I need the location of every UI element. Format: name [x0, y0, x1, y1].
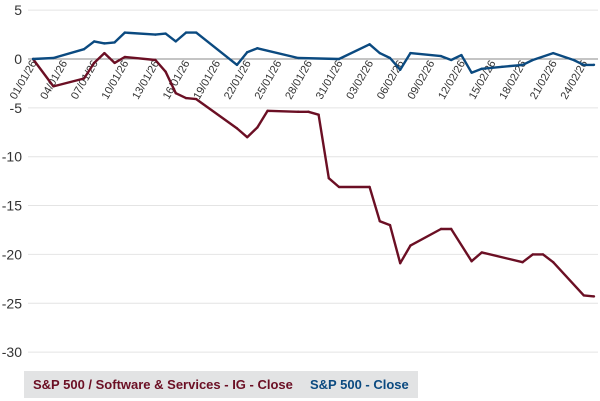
data-point [123, 31, 127, 34]
data-point [439, 54, 443, 58]
data-point [409, 244, 412, 247]
y-tick-label: -20 [2, 246, 22, 262]
data-point [317, 113, 320, 116]
x-tick-label: 19/01/26 [191, 59, 223, 102]
data-point [174, 40, 177, 43]
x-tick-label: 31/01/26 [314, 59, 346, 102]
y-tick-label: -30 [2, 344, 22, 360]
data-point [470, 260, 473, 263]
legend-item-software-services[interactable]: S&P 500 / Software & Services - IG - Clo… [33, 377, 293, 392]
data-point [154, 33, 157, 36]
data-point [93, 40, 96, 43]
data-point [592, 63, 596, 67]
data-point [439, 227, 443, 231]
data-point [82, 48, 86, 51]
data-point [460, 53, 463, 57]
data-point [307, 110, 310, 113]
data-point [501, 65, 504, 69]
data-point [82, 77, 86, 80]
data-point [399, 261, 402, 265]
data-point [184, 96, 188, 100]
x-tick-label: 16/01/26 [161, 59, 193, 102]
x-tick-label: 13/01/26 [130, 59, 162, 102]
y-tick-label: 5 [14, 2, 22, 18]
y-tick-label: -10 [2, 149, 22, 165]
series-line-software-services [32, 51, 595, 298]
data-point [103, 51, 106, 55]
data-point [154, 58, 157, 62]
data-point [246, 50, 249, 54]
data-point [52, 85, 55, 88]
x-tick-label: 12/02/26 [436, 59, 468, 102]
data-point [174, 91, 177, 95]
x-tick-label: 09/02/26 [406, 59, 438, 102]
data-point [337, 57, 341, 61]
data-point [246, 135, 249, 139]
data-point [337, 185, 341, 189]
data-point [103, 42, 106, 45]
data-point [552, 261, 555, 264]
data-point [409, 51, 412, 55]
data-point [531, 58, 534, 62]
data-point [521, 261, 524, 264]
data-point [184, 31, 188, 34]
data-point [52, 56, 55, 60]
data-point [266, 109, 269, 112]
data-point [164, 32, 167, 35]
y-tick-label: -5 [10, 100, 23, 116]
data-point [113, 61, 116, 65]
data-point [480, 67, 483, 70]
x-tick-label: 28/01/26 [283, 59, 315, 102]
data-point [399, 68, 402, 71]
data-point [480, 251, 483, 254]
data-point [541, 253, 545, 256]
data-point [195, 31, 198, 34]
data-point [450, 58, 453, 62]
data-point [572, 58, 575, 62]
data-point [592, 295, 596, 298]
data-point [521, 63, 524, 67]
data-point [93, 61, 96, 65]
x-tick-label: 21/02/26 [528, 59, 560, 102]
data-point [164, 70, 167, 73]
data-point [297, 110, 300, 113]
data-point [378, 219, 381, 223]
x-tick-label: 10/01/26 [100, 59, 132, 102]
x-tick-label: 03/02/26 [344, 59, 376, 102]
data-point [388, 56, 392, 60]
data-point [582, 294, 585, 297]
data-point [368, 43, 371, 46]
data-point [368, 185, 371, 189]
x-tick-label: 15/02/26 [467, 59, 499, 102]
data-point [582, 63, 585, 67]
data-point [531, 253, 534, 256]
data-point [378, 51, 381, 55]
legend-item-sp500[interactable]: S&P 500 - Close [310, 377, 409, 392]
data-point [388, 223, 392, 227]
data-point [470, 71, 473, 74]
y-tick-label: -15 [2, 198, 22, 214]
x-tick-label: 04/01/26 [38, 59, 70, 102]
data-point [297, 56, 300, 60]
data-point [195, 97, 198, 101]
y-tick-label: -25 [2, 295, 22, 311]
x-tick-label: 01/01/26 [8, 59, 40, 102]
data-point [256, 126, 259, 129]
data-point [235, 127, 239, 130]
data-point [552, 51, 555, 55]
data-point [235, 63, 239, 67]
data-point [123, 55, 127, 59]
data-point [113, 41, 116, 44]
series-line-sp500 [32, 31, 594, 74]
y-tick-label: 0 [14, 51, 22, 67]
data-point [256, 47, 259, 50]
x-tick-label: 25/01/26 [253, 59, 285, 102]
data-point [31, 57, 35, 61]
data-point [327, 176, 330, 180]
data-point [450, 227, 453, 231]
legend: S&P 500 / Software & Services - IG - Clo… [24, 371, 418, 398]
